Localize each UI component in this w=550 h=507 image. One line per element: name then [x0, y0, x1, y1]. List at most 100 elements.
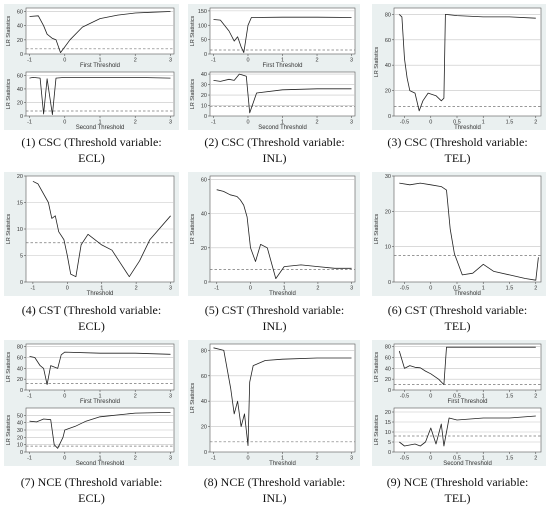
lr-statistic-line — [29, 351, 171, 386]
plot-area — [209, 175, 356, 283]
caption-1: (1) CSC (Threshold variable: ECL) — [0, 134, 183, 166]
y-axis-label: LR Statistics — [6, 15, 12, 46]
x-tick-label: 0 — [63, 456, 66, 462]
caption-2-line1: (2) CSC (Threshold variable: — [204, 135, 345, 149]
y-tick-label: 60 — [17, 73, 23, 79]
x-tick-label: 0 — [63, 120, 66, 126]
lr-statistic-line — [216, 189, 352, 280]
chart-1: 0 20 40 60 -1 0 1 2 3 First Threshold LR Statistic… — [4, 4, 179, 69]
y-tick-label: 40 — [201, 212, 207, 218]
x-tick-label: 2 — [315, 120, 318, 126]
x-tick-label: 2 — [134, 120, 137, 126]
lr-statistic-line — [29, 11, 171, 53]
y-tick-label: 20 — [385, 209, 391, 215]
caption-6-line1: (6) CST (Threshold variable: — [387, 303, 528, 317]
x-tick-label: 0 — [429, 286, 432, 292]
x-axis-label: Threshold — [87, 291, 114, 297]
lr-statistic-line — [213, 347, 352, 447]
caption-3: (3) CSC (Threshold variable: TEL) — [366, 134, 549, 166]
x-tick-label: -1 — [214, 286, 219, 292]
y-tick-label: 20 — [17, 377, 23, 383]
y-tick-label: 40 — [17, 24, 23, 30]
y-tick-label: 60 — [17, 356, 23, 362]
y-tick-label: 10 — [17, 443, 23, 449]
x-tick-label: -1 — [27, 456, 32, 462]
x-tick-label: 3 — [350, 286, 353, 292]
y-axis-label: LR Statistics — [6, 351, 12, 382]
y-tick-label: 60 — [201, 177, 207, 183]
x-tick-label: 3 — [169, 394, 172, 400]
y-axis-label: LR Statistics — [190, 382, 196, 413]
y-tick-label: 5 — [20, 254, 23, 260]
y-tick-label: 0 — [204, 52, 207, 58]
y-tick-label: 20 — [385, 89, 391, 95]
x-axis-label: First Threshold — [80, 63, 120, 69]
plot-area — [393, 7, 542, 117]
x-tick-label: 2 — [315, 456, 318, 462]
x-axis-label: First Threshold — [263, 63, 303, 69]
chart-13: 0 5 10 15 20 -0.5 0 0.5 1 1.5 2 Second Threshold LR … — [372, 404, 546, 467]
x-tick-label: 0 — [249, 286, 252, 292]
chart-7: 0 20 40 60 -1 0 1 2 3 Threshold LR Statistics — [188, 172, 360, 297]
y-tick-label: 15 — [17, 201, 23, 207]
x-tick-label: 2 — [134, 394, 137, 400]
chart-5: 0 20 40 60 80 -0.5 0 0.5 1 1.5 2 Threshold LR Statis… — [372, 4, 546, 131]
y-axis-label: LR Statistics — [190, 15, 196, 46]
plot-area — [25, 343, 175, 391]
caption-9: (9) NCE (Threshold variable: TEL) — [366, 474, 549, 506]
y-tick-label: 80 — [17, 345, 23, 351]
y-tick-label: 30 — [17, 428, 23, 434]
x-tick-label: 1 — [281, 456, 284, 462]
y-tick-label: 0 — [20, 52, 23, 58]
caption-4-line2: ECL) — [78, 319, 105, 333]
chart-8: 0 10 20 30 -0.5 0 0.5 1 1.5 2 Threshold LR Statisti… — [372, 172, 546, 297]
y-tick-label: 10 — [385, 245, 391, 251]
x-axis-label: First Threshold — [448, 399, 488, 405]
y-tick-label: 40 — [385, 366, 391, 372]
x-tick-label: -1 — [27, 120, 32, 126]
lr-statistic-line — [29, 412, 171, 449]
caption-3-line2: TEL) — [444, 151, 471, 165]
caption-3-line1: (3) CSC (Threshold variable: — [387, 135, 528, 149]
chart-3: 0 50 100 150 -1 0 1 2 3 First Threshold LR Statist… — [188, 4, 360, 69]
y-tick-label: 100 — [198, 23, 207, 29]
x-tick-label: 3 — [169, 456, 172, 462]
y-tick-label: 0 — [20, 114, 23, 120]
y-tick-label: 0 — [388, 114, 391, 120]
y-tick-label: 20 — [201, 93, 207, 99]
x-tick-label: 0.5 — [453, 456, 461, 462]
caption-9-line1: (9) NCE (Threshold variable: — [386, 475, 529, 489]
caption-7: (7) NCE (Threshold variable: ECL) — [0, 474, 183, 506]
x-tick-label: 0 — [246, 120, 249, 126]
lr-statistic-line — [213, 16, 352, 53]
chart-11: 0 20 40 60 80 -1 0 1 2 3 Threshold LR Statistics — [188, 340, 360, 467]
lr-statistic-line — [32, 180, 171, 278]
caption-5: (5) CST (Threshold variable: INL) — [183, 302, 366, 334]
caption-1-line2: ECL) — [78, 151, 105, 165]
y-axis-label: LR Statistics — [6, 213, 12, 244]
x-tick-label: 2 — [134, 456, 137, 462]
y-tick-label: 0 — [204, 450, 207, 456]
x-tick-label: 1 — [281, 120, 284, 126]
x-axis-label: Threshold — [454, 125, 481, 131]
y-tick-label: 0 — [388, 450, 391, 456]
x-axis-label: First Threshold — [80, 399, 120, 405]
y-tick-label: 20 — [201, 425, 207, 431]
x-tick-label: 1 — [98, 394, 101, 400]
y-tick-label: 0 — [388, 280, 391, 286]
x-tick-label: -0.5 — [400, 456, 409, 462]
x-tick-label: 0 — [63, 394, 66, 400]
caption-5-line2: INL) — [262, 319, 287, 333]
caption-8-line1: (8) NCE (Threshold variable: — [203, 475, 346, 489]
x-tick-label: 2 — [534, 456, 537, 462]
caption-8-line2: INL) — [262, 491, 287, 505]
x-tick-label: -1 — [27, 58, 32, 64]
x-tick-label: 0 — [63, 58, 66, 64]
x-tick-label: 1.5 — [506, 286, 514, 292]
x-tick-label: 2 — [135, 286, 138, 292]
y-tick-label: 60 — [17, 10, 23, 16]
y-axis-label: LR Statistics — [6, 414, 12, 445]
x-axis-label: Threshold — [454, 291, 481, 297]
y-tick-label: 0 — [204, 280, 207, 286]
